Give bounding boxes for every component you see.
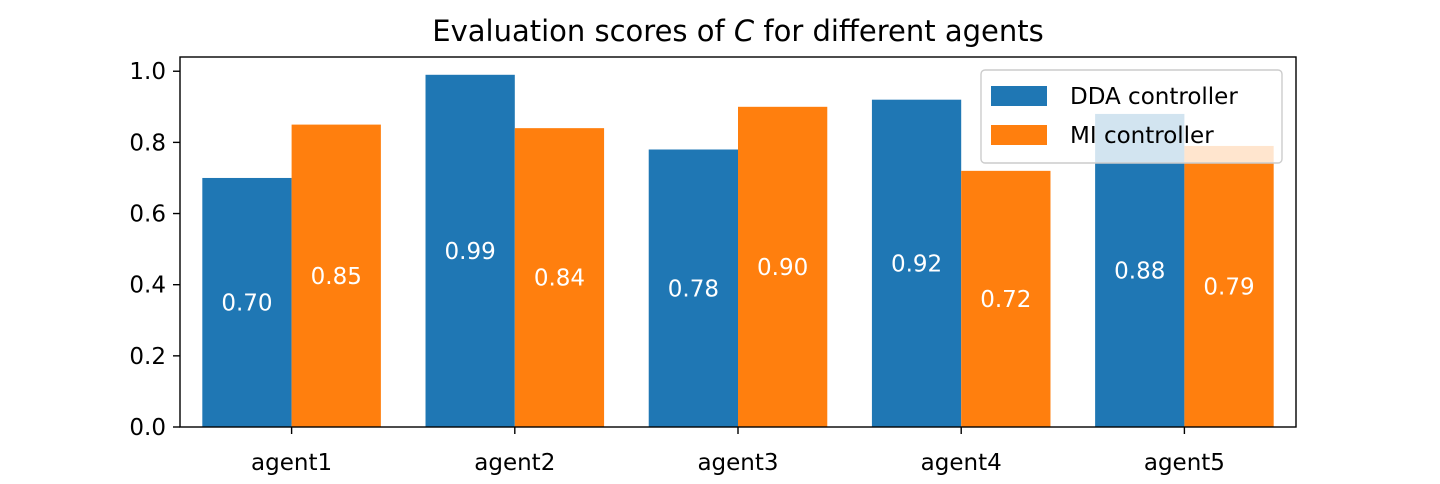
- bars-layer: [202, 74, 1274, 428]
- bar-dda-controller-agent5: [1095, 113, 1185, 428]
- bar-value-label: 0.85: [311, 264, 362, 290]
- bar-dda-controller-agent2: [425, 74, 515, 427]
- legend-label: MI controller: [1070, 123, 1214, 149]
- bar-mi-controller-agent5: [1184, 145, 1274, 427]
- bar-dda-controller-agent4: [871, 99, 962, 427]
- bar-value-label: 0.70: [221, 290, 272, 316]
- bar-mi-controller-agent4: [961, 170, 1051, 427]
- bar-value-label: 0.79: [1203, 274, 1254, 300]
- legend-swatch: [991, 86, 1047, 106]
- bar-labels-layer: 0.70 0.85 0.99 0.84 0.78 0.90 0.92 0.72 0.88 0.79: [221, 239, 1254, 317]
- bar-mi-controller-agent2: [514, 128, 605, 427]
- bar-value-label: 0.99: [445, 239, 496, 265]
- y-tick-label: 0.0: [129, 415, 166, 441]
- y-tick-label: 0.8: [129, 130, 166, 156]
- x-tick-label: agent2: [474, 450, 555, 476]
- chart-title-prefix: Evaluation scores of: [432, 14, 734, 48]
- bar-value-label: 0.92: [891, 251, 942, 277]
- bar-value-label: 0.78: [668, 276, 719, 302]
- bar-dda-controller-agent3: [648, 149, 738, 427]
- legend-box: [980, 69, 1283, 164]
- legend-swatch: [991, 125, 1047, 145]
- bar-value-label: 0.90: [757, 255, 808, 281]
- y-tick-label: 0.6: [129, 202, 166, 228]
- y-tick-label: 0.2: [129, 344, 166, 370]
- y-tick-label: 0.4: [129, 273, 166, 299]
- x-tick-label: agent3: [697, 450, 778, 476]
- y-tick-label: 1.0: [129, 59, 166, 85]
- bar-value-label: 0.72: [980, 287, 1031, 313]
- chart-title-suffix: for different agents: [754, 14, 1044, 48]
- bar-mi-controller-agent1: [291, 124, 381, 427]
- chart-title-symbol: C: [734, 14, 755, 48]
- chart-title: Evaluation scores of C for different age…: [432, 14, 1043, 48]
- bar-value-label: 0.84: [534, 266, 585, 292]
- bar-dda-controller-agent1: [202, 177, 292, 427]
- x-tick-label: agent5: [1144, 450, 1225, 476]
- bar-mi-controller-agent3: [738, 106, 828, 427]
- x-tick-label: agent1: [251, 450, 332, 476]
- x-tick-label: agent4: [921, 450, 1002, 476]
- bar-value-label: 0.88: [1114, 258, 1165, 284]
- legend: DDA controller MI controller: [980, 69, 1283, 164]
- legend-label: DDA controller: [1070, 84, 1238, 110]
- axes-layer: 0.0 0.2 0.4 0.6 0.8 1.0 agent1 agent2 agent3 agen…: [129, 56, 1297, 476]
